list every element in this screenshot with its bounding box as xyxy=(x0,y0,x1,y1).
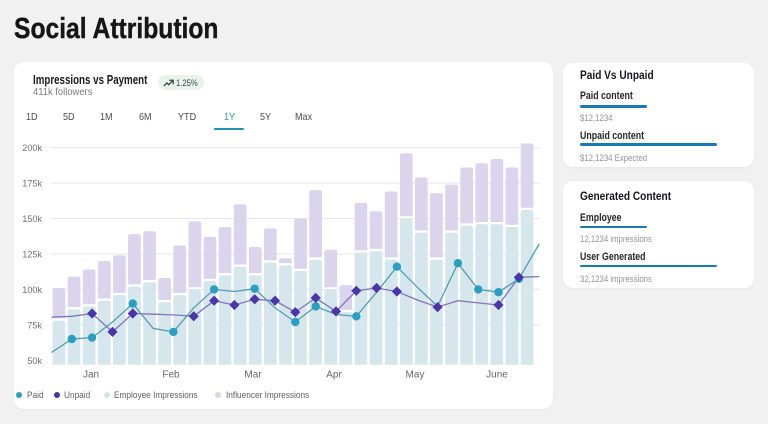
svg-text:Feb: Feb xyxy=(162,370,180,381)
svg-text:Apr: Apr xyxy=(326,370,342,381)
svg-text:100k: 100k xyxy=(22,285,42,295)
svg-text:75k: 75k xyxy=(27,320,42,330)
svg-text:Jan: Jan xyxy=(83,370,99,381)
svg-text:May: May xyxy=(406,370,425,381)
svg-text:June: June xyxy=(486,370,508,381)
svg-text:Mar: Mar xyxy=(244,370,262,381)
svg-text:125k: 125k xyxy=(22,250,42,260)
svg-text:150k: 150k xyxy=(22,214,42,224)
svg-text:175k: 175k xyxy=(22,179,42,189)
svg-text:200k: 200k xyxy=(22,143,42,153)
svg-text:50k: 50k xyxy=(27,356,42,366)
